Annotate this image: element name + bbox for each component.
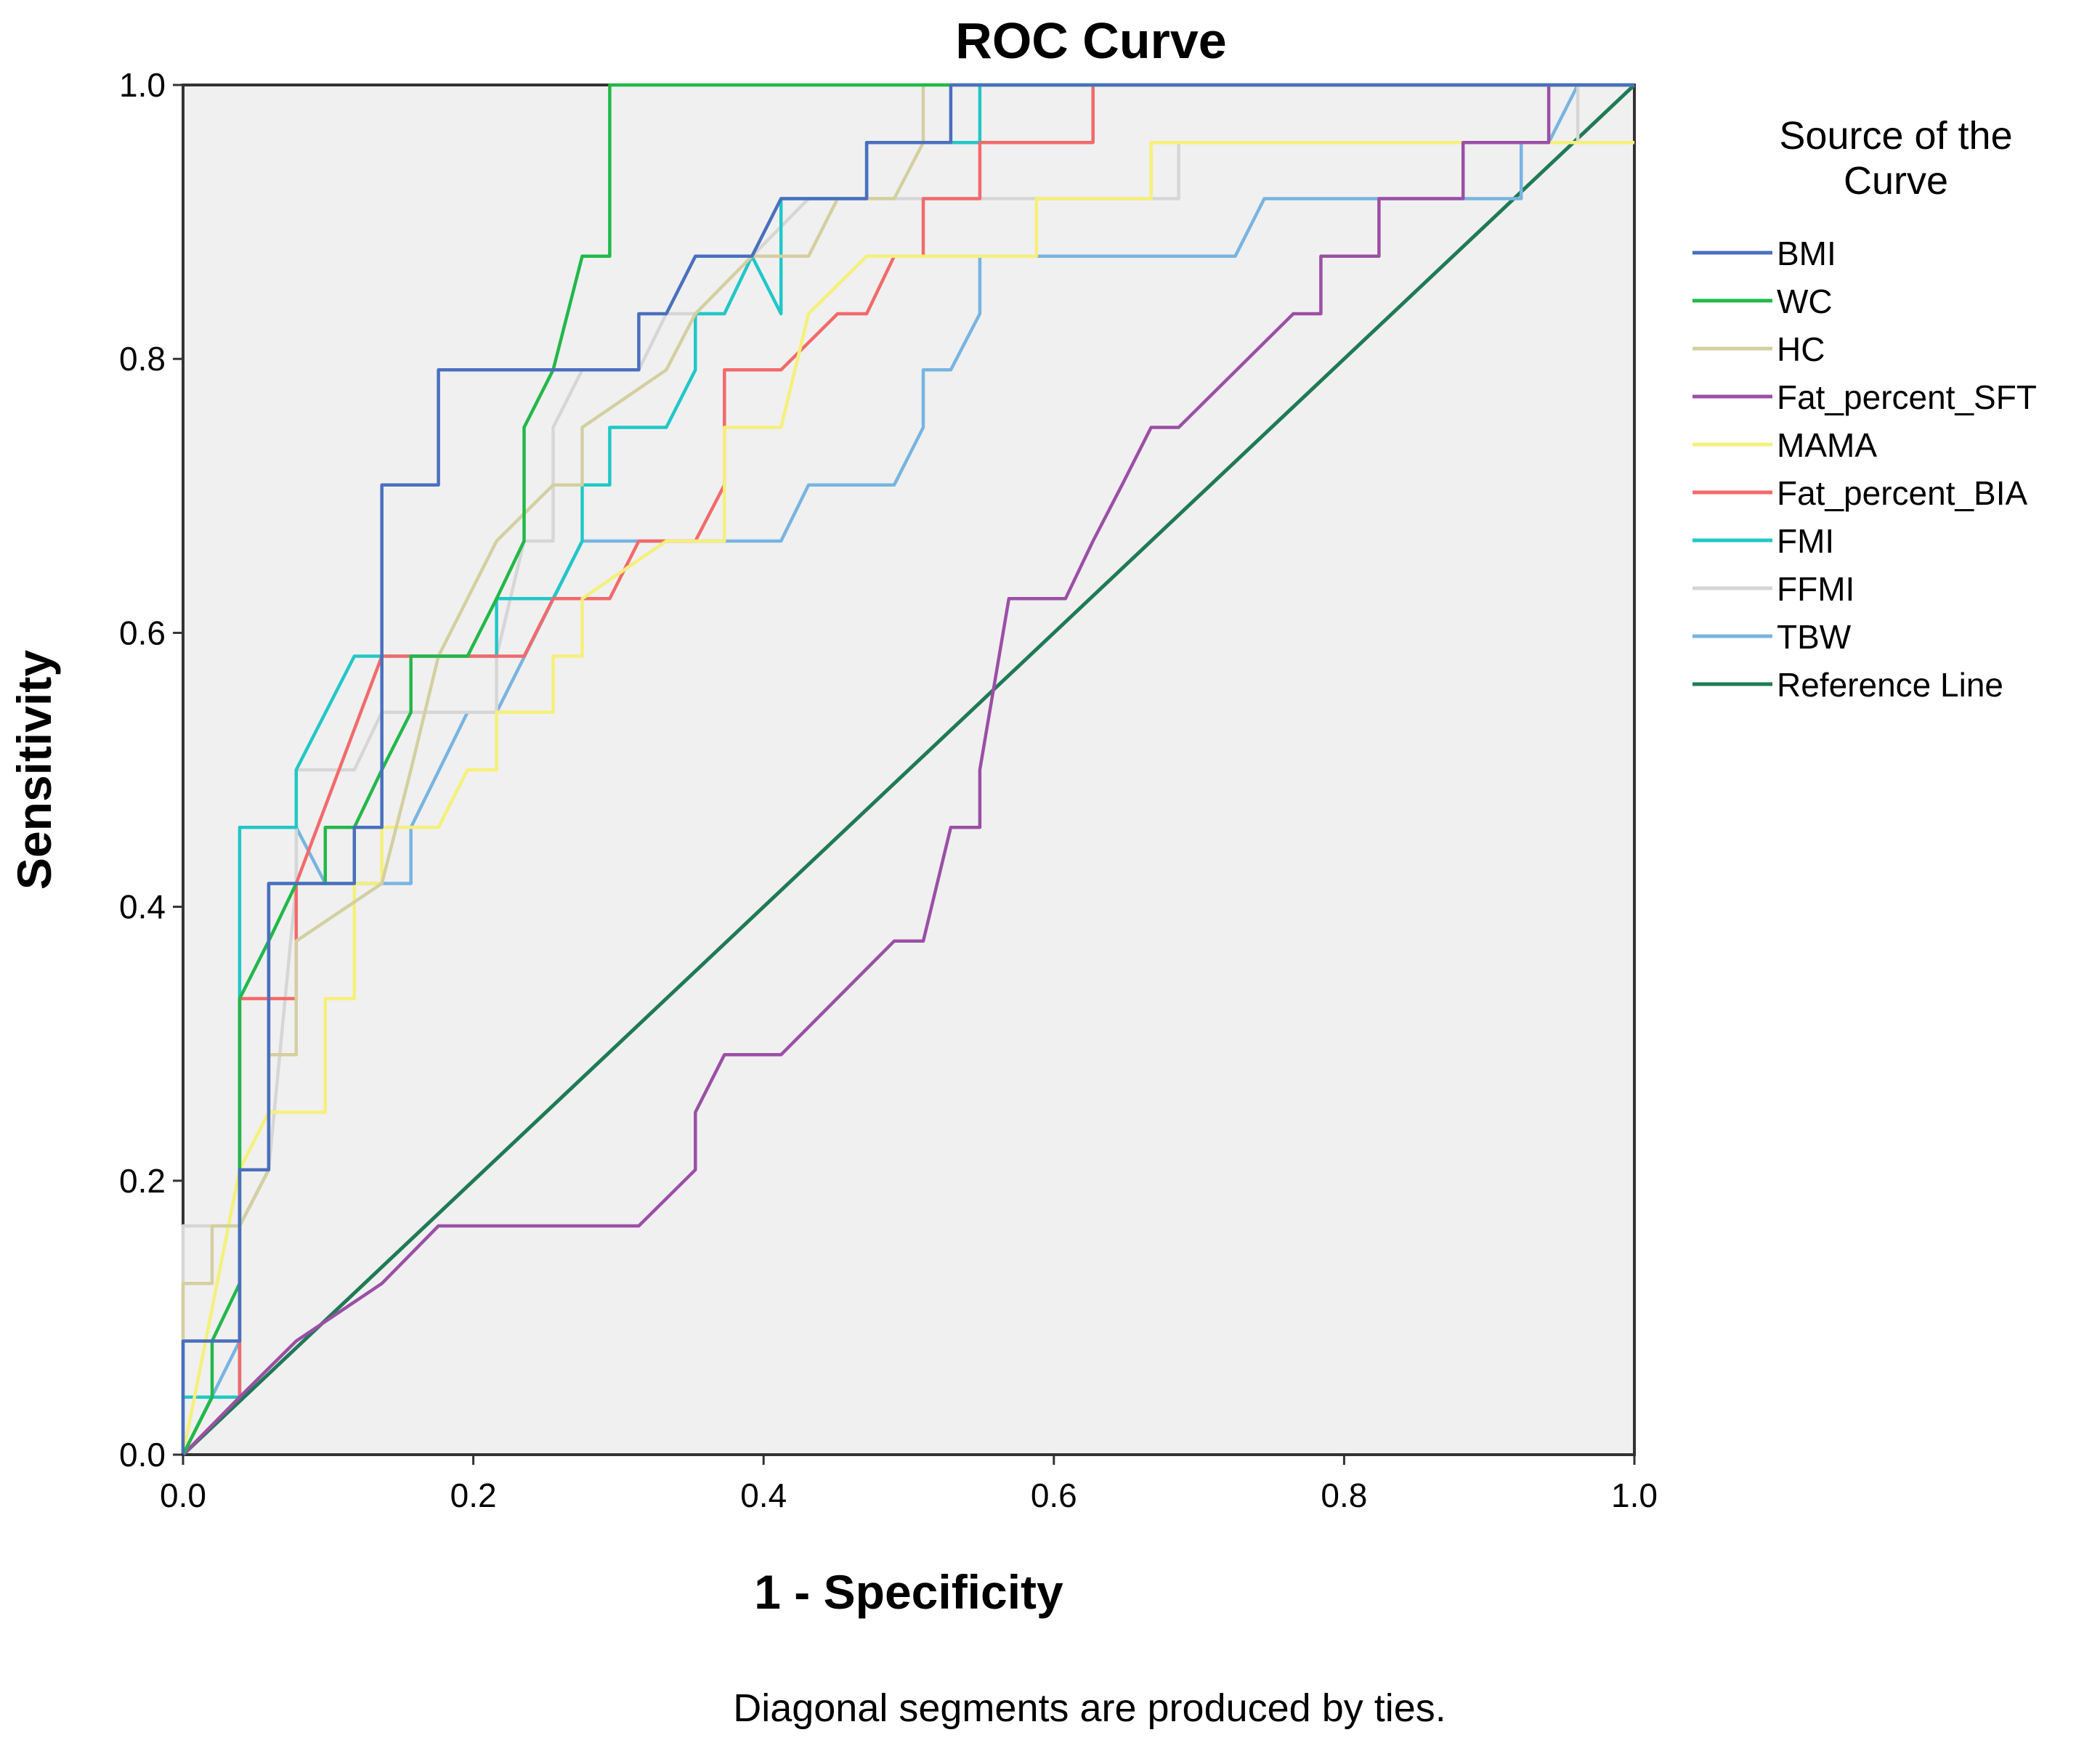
footnote: Diagonal segments are produced by ties. <box>733 1686 1446 1730</box>
y-tick-label: 0.6 <box>119 614 166 651</box>
legend-label: Fat_percent_BIA <box>1777 474 2028 512</box>
legend-label: MAMA <box>1777 426 1877 464</box>
legend-label: FFMI <box>1777 570 1854 608</box>
chart-title: ROC Curve <box>955 12 1226 69</box>
x-tick-label: 0.2 <box>450 1476 497 1514</box>
legend-label: Fat_percent_SFT <box>1777 378 2037 416</box>
legend-items: BMI WC HC Fat_percent_SFT MAMA Fat_percent_BI… <box>1692 235 2037 704</box>
legend-label: BMI <box>1777 235 1836 272</box>
legend-label: Reference Line <box>1777 666 2003 704</box>
legend-label: HC <box>1777 330 1825 368</box>
series-line-fat-percent-sft <box>182 83 1634 1456</box>
x-tick-label: 0.4 <box>740 1476 787 1514</box>
legend-label: WC <box>1777 283 1833 320</box>
y-tick-label: 1.0 <box>119 66 166 104</box>
x-tick-label: 0.0 <box>160 1476 206 1514</box>
y-axis: 0.0 0.2 0.4 0.6 0.8 1.0 <box>119 66 183 1474</box>
legend-title-line-2: Curve <box>1844 159 1948 203</box>
y-tick-label: 0.0 <box>119 1436 166 1474</box>
series-line-reference-line <box>182 84 1636 1456</box>
y-tick-label: 0.4 <box>119 888 166 926</box>
y-tick-label: 0.8 <box>119 340 166 378</box>
series-line-wc <box>181 83 1634 1456</box>
legend-title: Source of the <box>1779 114 2012 158</box>
legend-label: FMI <box>1777 522 1834 560</box>
x-tick-label: 1.0 <box>1611 1476 1658 1514</box>
y-axis-title: Sensitivity <box>7 650 61 890</box>
series-line-bmi <box>181 83 1634 1455</box>
x-axis-title: 1 - Specificity <box>754 1565 1063 1619</box>
legend-label: TBW <box>1777 618 1852 656</box>
x-tick-label: 0.6 <box>1031 1476 1077 1514</box>
legend: Source of the Curve BMI WC HC Fat_percent_S… <box>1692 114 2037 704</box>
x-axis: 0.0 0.2 0.4 0.6 0.8 1.0 <box>160 1455 1658 1514</box>
series-lines <box>181 83 1636 1456</box>
y-tick-label: 0.2 <box>119 1162 166 1200</box>
series-line-mama <box>181 140 1634 1455</box>
x-tick-label: 0.8 <box>1321 1476 1367 1514</box>
